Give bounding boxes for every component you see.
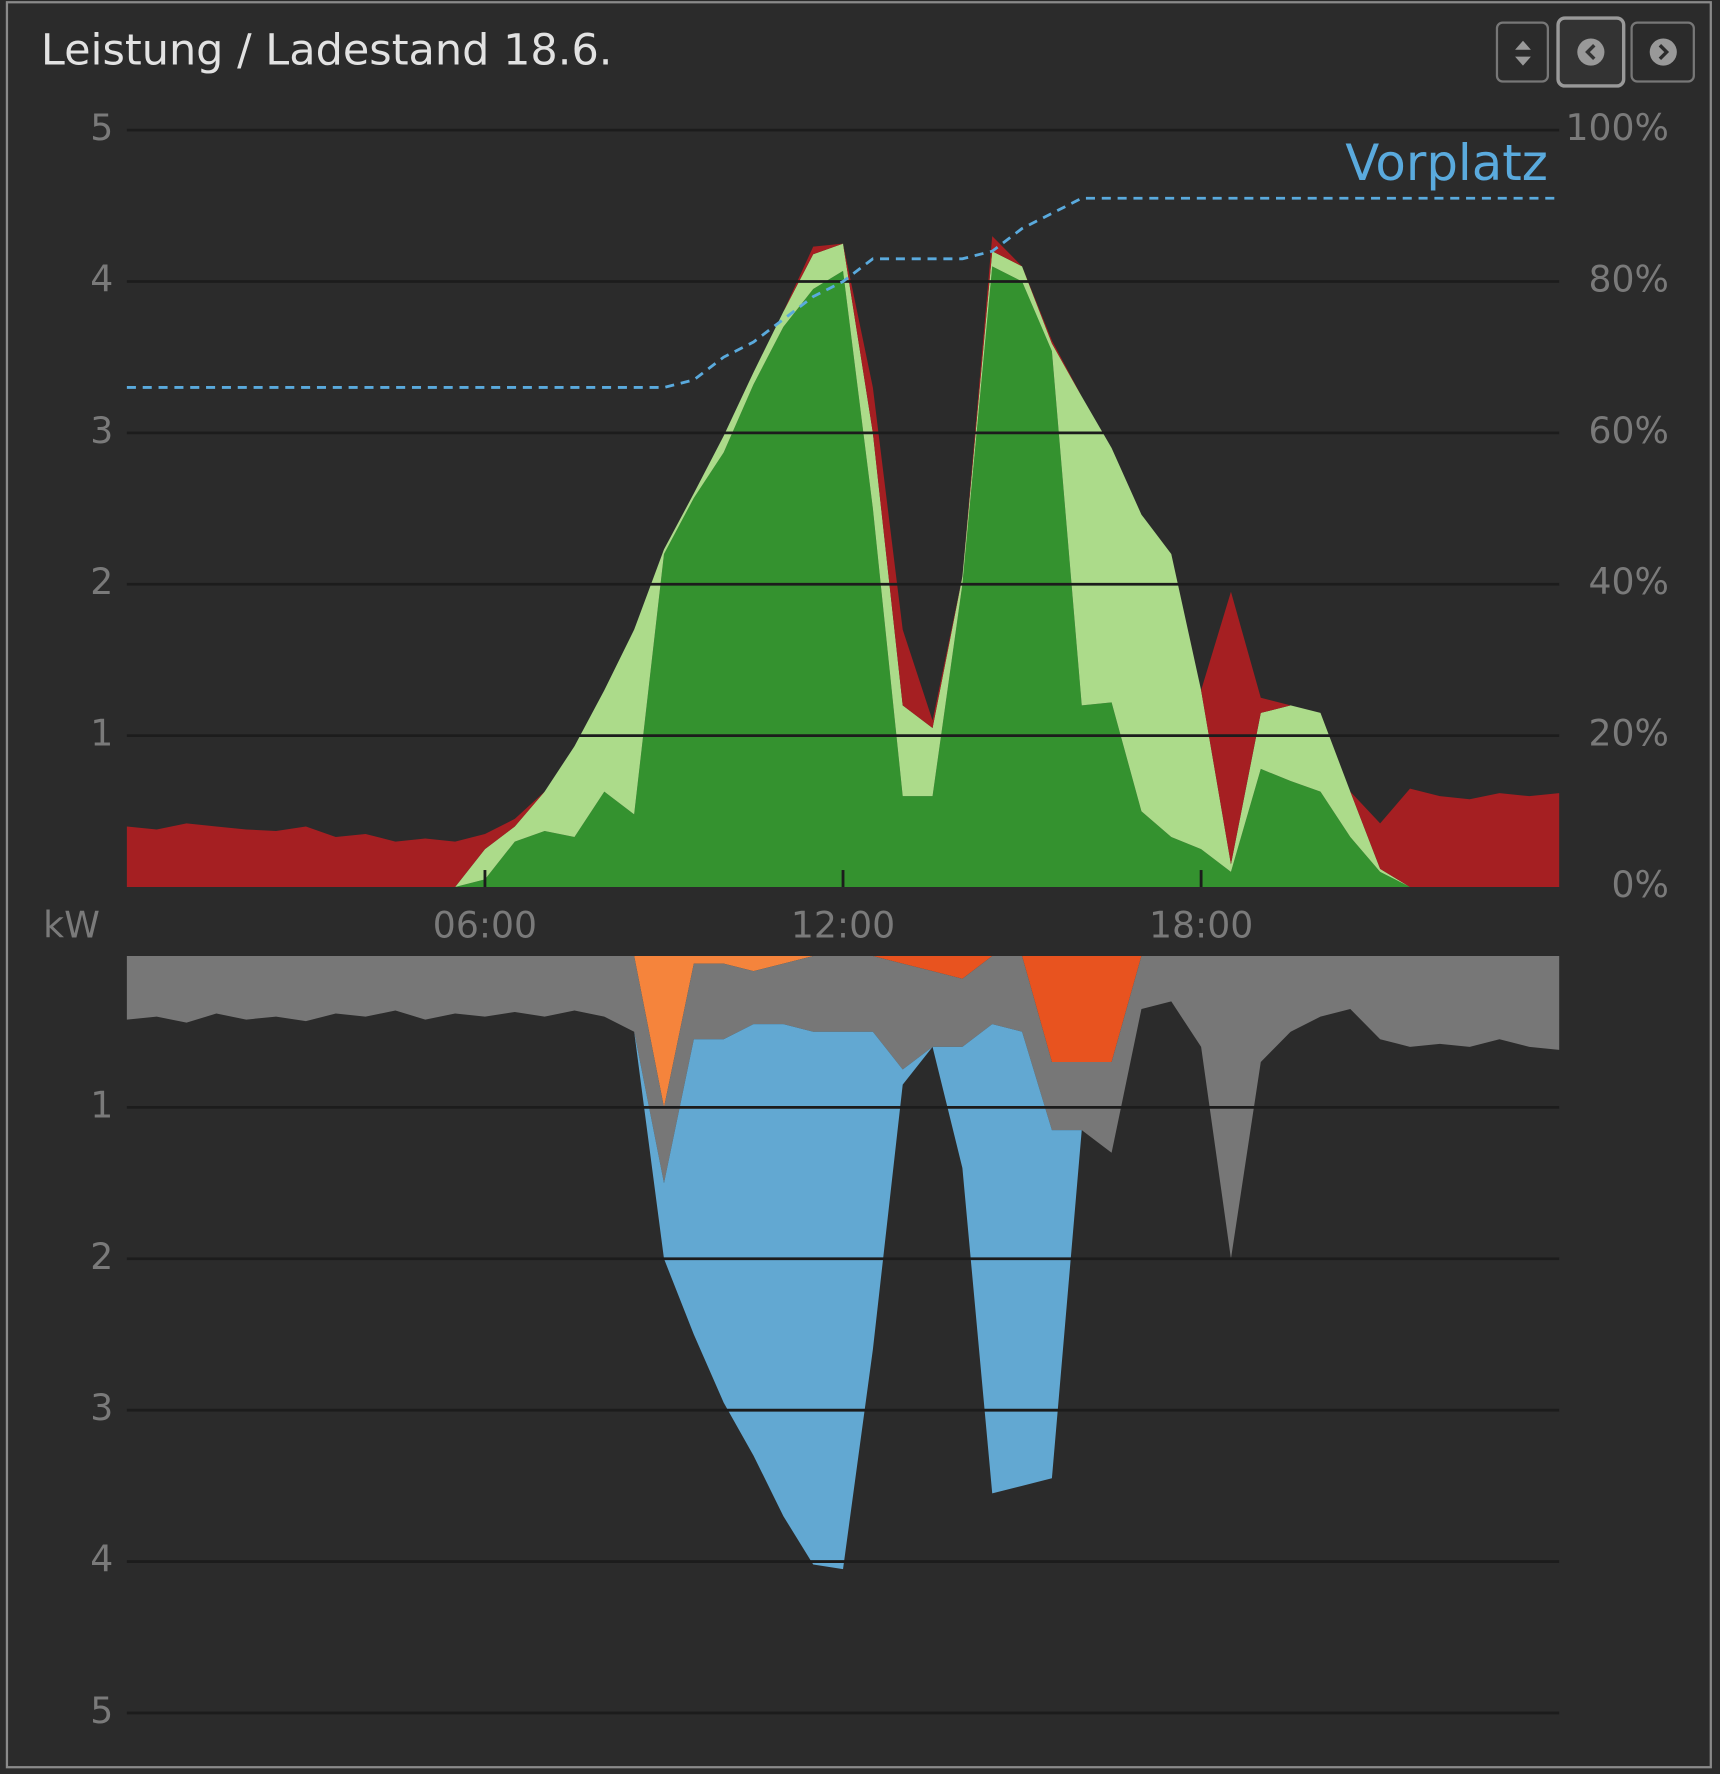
y-tick-label: 2 — [90, 1235, 113, 1278]
y-axis-label: kW — [43, 904, 100, 947]
y2-tick-label: 0% — [1612, 863, 1669, 906]
y2-tick-label: 100% — [1565, 106, 1668, 149]
y2-tick-label: 40% — [1588, 560, 1668, 603]
y-tick-label: 5 — [90, 1689, 113, 1732]
y-tick-label: 5 — [90, 106, 113, 149]
y2-tick-label: 60% — [1588, 409, 1668, 452]
chart-title: Leistung / Ladestand 18.6. — [41, 26, 613, 76]
next-icon[interactable] — [1649, 38, 1677, 66]
previous-icon[interactable] — [1577, 38, 1605, 66]
area — [126, 956, 1560, 1259]
next-button[interactable] — [1630, 21, 1695, 83]
sort-icon[interactable] — [1515, 40, 1531, 66]
sort-button[interactable] — [1495, 21, 1550, 83]
button-frame[interactable] — [1495, 21, 1550, 83]
x-tick-label: 06:00 — [433, 904, 537, 947]
y-tick-label: 3 — [90, 1386, 113, 1429]
y2-tick-label: 80% — [1588, 257, 1668, 300]
y-tick-label: 4 — [90, 1538, 113, 1581]
x-tick-label: 12:00 — [791, 904, 895, 947]
area — [126, 266, 1560, 888]
y-tick-label: 3 — [90, 409, 113, 452]
area — [126, 243, 1560, 888]
x-tick-label: 18:00 — [1149, 904, 1253, 947]
area — [126, 236, 1560, 887]
previous-chevron[interactable] — [1585, 44, 1596, 61]
y2-tick-label: 20% — [1588, 712, 1668, 755]
soc-line — [126, 196, 1560, 389]
y-tick-label: 1 — [90, 1083, 113, 1126]
y-tick-label: 4 — [90, 257, 113, 300]
legend-label: Vorplatz — [1345, 134, 1548, 192]
y-tick-label: 1 — [90, 712, 113, 755]
y-tick-label: 2 — [90, 560, 113, 603]
previous-button[interactable] — [1556, 16, 1626, 88]
next-chevron[interactable] — [1658, 44, 1670, 61]
area — [126, 1001, 1560, 1570]
panel-border — [5, 1, 1712, 1769]
